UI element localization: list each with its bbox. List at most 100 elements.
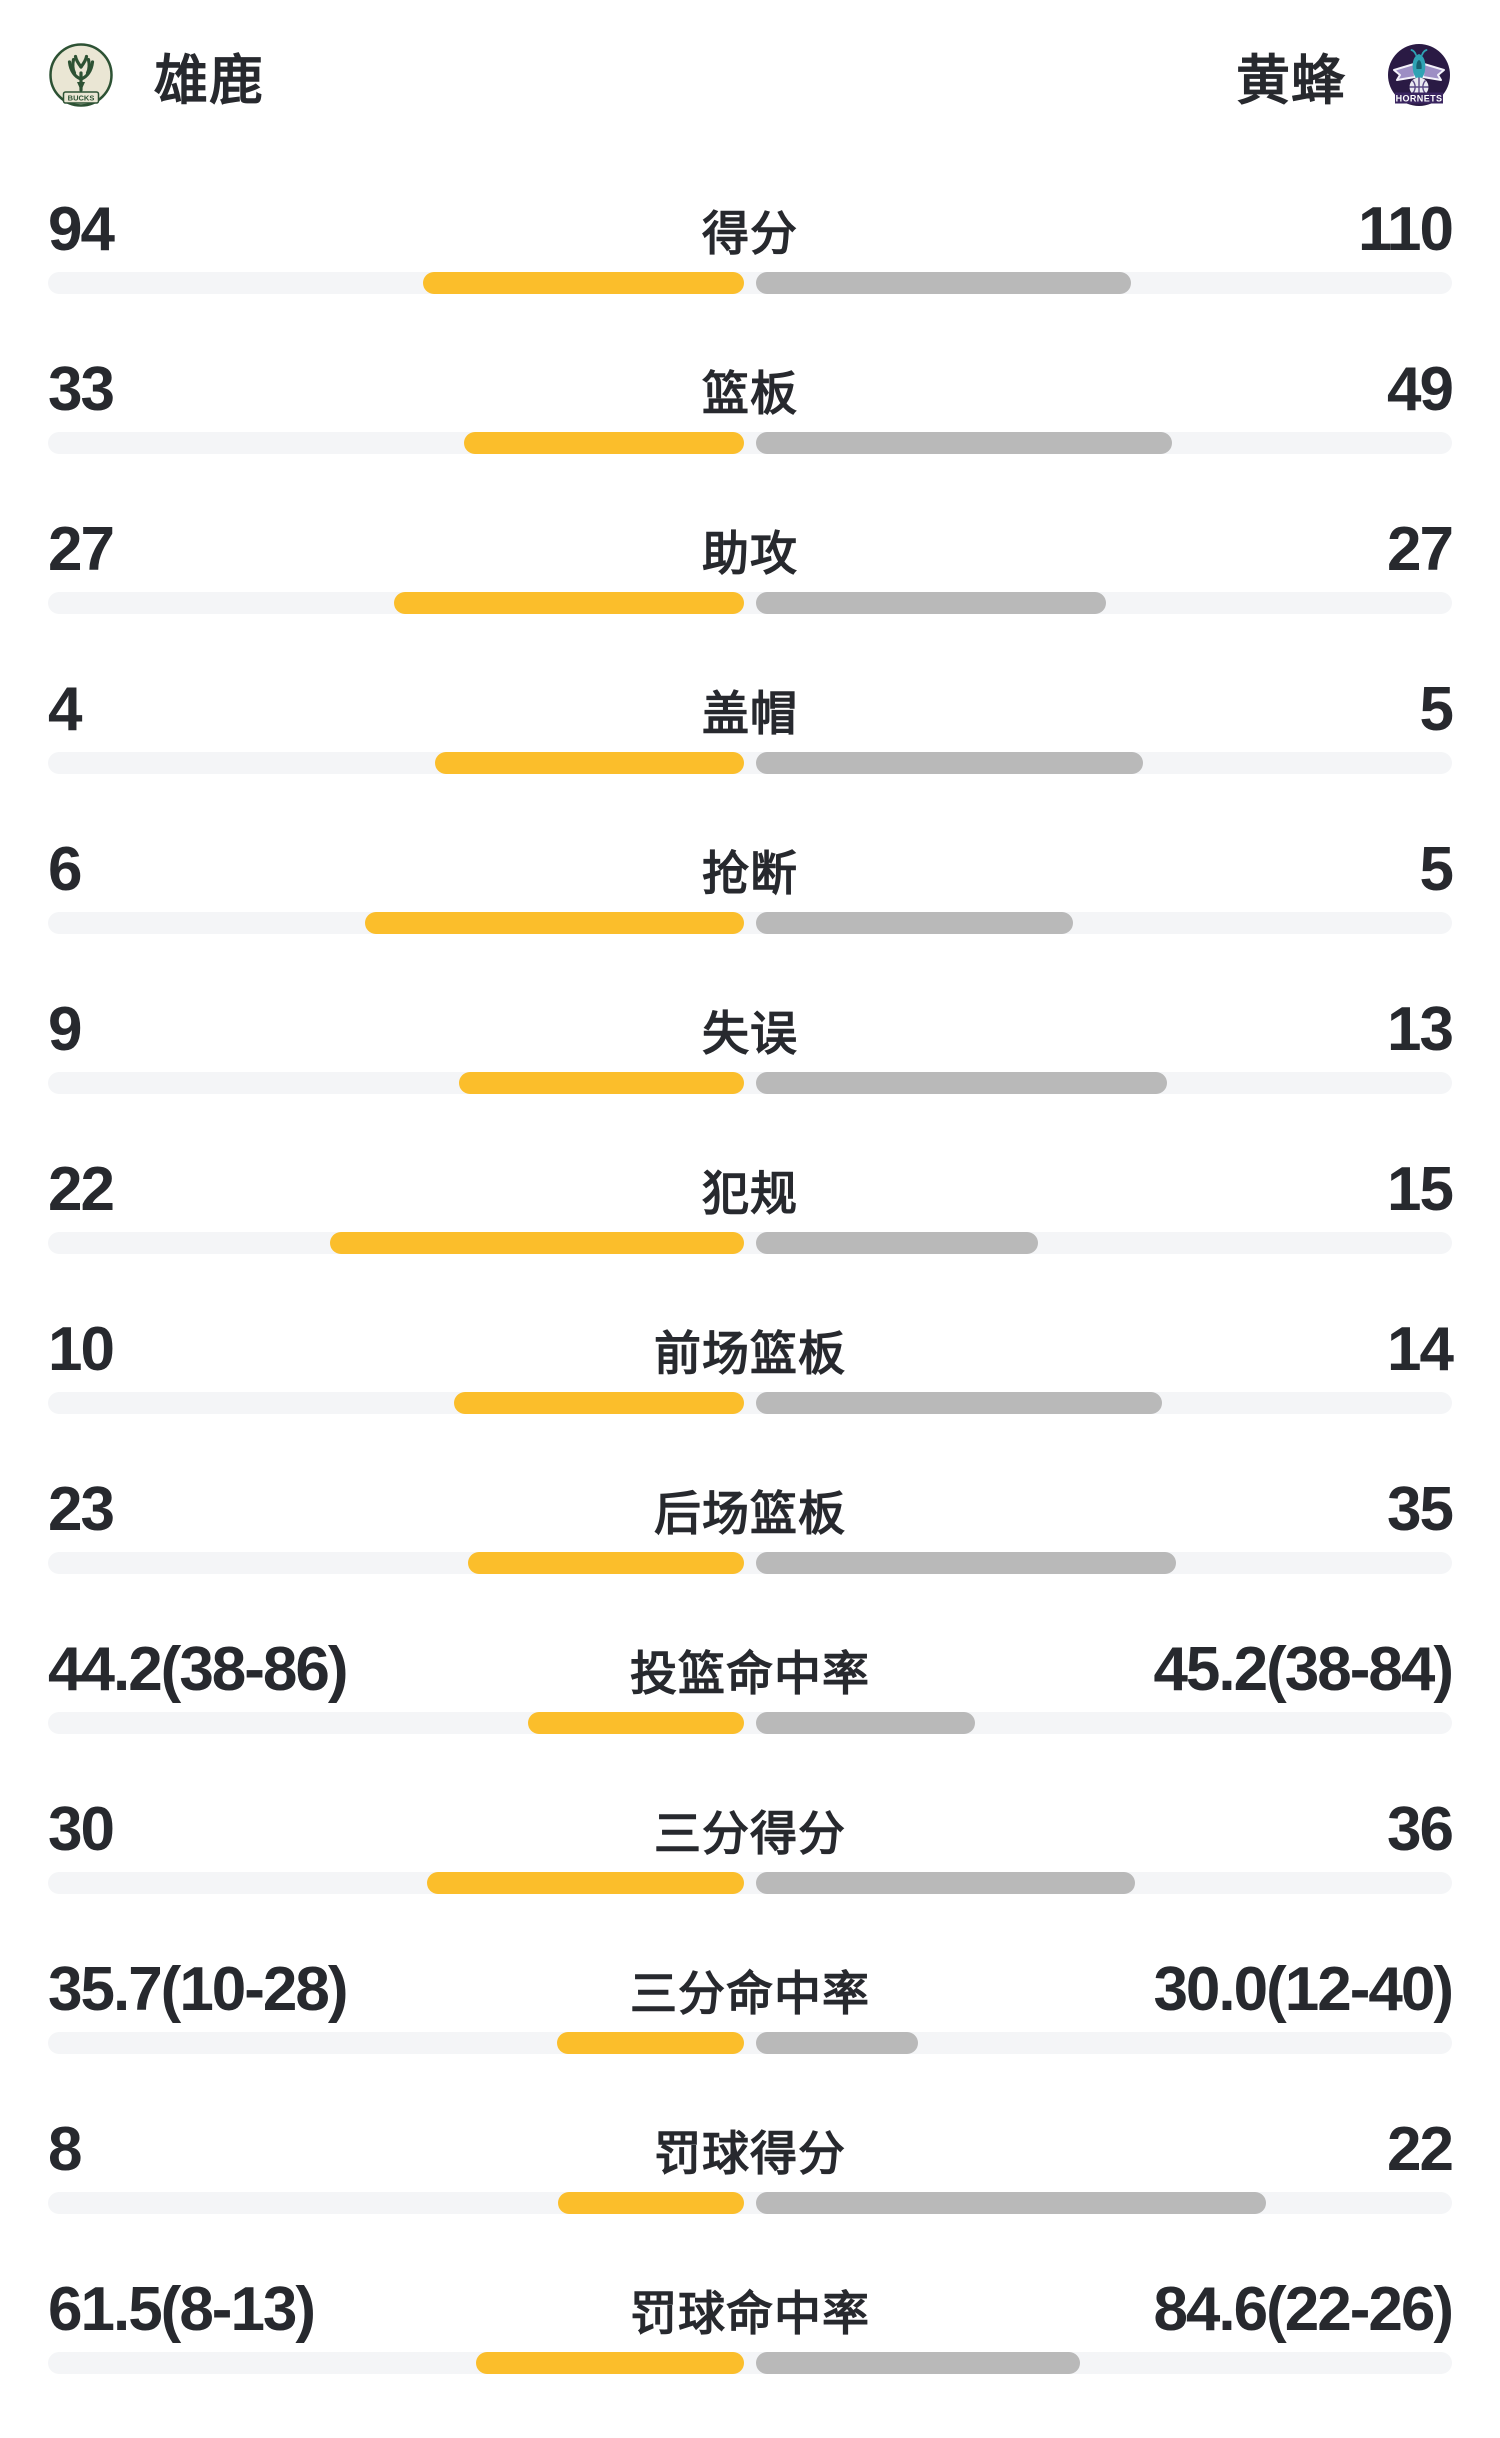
hornets-logo-label: HORNETS	[1396, 93, 1443, 103]
away-stat-bar	[756, 1712, 975, 1734]
home-value: 35.7(10-28)	[48, 1955, 349, 2024]
stat-row: 9 失误 13	[48, 995, 1454, 1158]
stat-label: 失误	[702, 1007, 798, 1060]
away-value: 30.0(12-40)	[1153, 1955, 1454, 2024]
home-value: 61.5(8-13)	[48, 2275, 316, 2344]
away-stat-bar	[756, 1232, 1038, 1254]
away-stat-bar	[756, 1072, 1167, 1094]
stat-bar-track	[48, 1072, 1452, 1094]
home-stat-bar	[435, 752, 744, 774]
home-stat-bar	[330, 1232, 744, 1254]
stat-row: 6 抢断 5	[48, 835, 1454, 998]
home-value: 4	[48, 675, 82, 744]
away-value: 14	[1387, 1315, 1454, 1384]
stat-row: 94 得分 110	[48, 195, 1454, 358]
stat-row: 35.7(10-28) 三分命中率 30.0(12-40)	[48, 1955, 1454, 2118]
stat-label: 篮板	[702, 367, 798, 420]
stat-label: 助攻	[702, 527, 798, 580]
stat-bar-track	[48, 1232, 1452, 1254]
stat-row: 10 前场篮板 14	[48, 1315, 1454, 1478]
home-value: 27	[48, 515, 115, 584]
stat-row: 4 盖帽 5	[48, 675, 1454, 838]
stat-bar-track	[48, 752, 1452, 774]
home-value: 6	[48, 835, 82, 904]
away-value: 13	[1387, 995, 1454, 1064]
stat-label: 后场篮板	[654, 1487, 846, 1540]
stat-bar-track	[48, 912, 1452, 934]
stat-label: 犯规	[702, 1167, 798, 1220]
home-stat-bar	[558, 2192, 744, 2214]
away-stat-bar	[756, 432, 1172, 454]
stat-bar-track	[48, 1712, 1452, 1734]
stat-label: 投篮命中率	[630, 1647, 870, 1700]
bucks-logo-icon: BUCKS	[49, 43, 113, 107]
stat-row: 61.5(8-13) 罚球命中率 84.6(22-26)	[48, 2275, 1454, 2438]
stat-bar-track	[48, 2352, 1452, 2374]
stat-label: 抢断	[702, 847, 798, 900]
home-value: 30	[48, 1795, 115, 1864]
home-team-name: 雄鹿	[154, 50, 264, 111]
away-stat-bar	[756, 752, 1143, 774]
home-value: 22	[48, 1155, 115, 1224]
stat-label: 得分	[702, 207, 798, 260]
home-stat-bar	[454, 1392, 744, 1414]
home-stat-bar	[459, 1072, 744, 1094]
home-value: 33	[48, 355, 115, 424]
stat-bar-track	[48, 1872, 1452, 1894]
away-value: 35	[1387, 1475, 1454, 1544]
stat-label: 前场篮板	[654, 1327, 846, 1380]
away-value: 27	[1387, 515, 1454, 584]
away-value: 49	[1387, 355, 1454, 424]
away-value: 5	[1419, 675, 1454, 744]
stat-bar-track	[48, 432, 1452, 454]
stats-list: 94 得分 110 33 篮板 49 27 助攻 27	[48, 195, 1454, 2438]
stat-label: 罚球命中率	[630, 2287, 870, 2340]
away-value: 84.6(22-26)	[1153, 2275, 1454, 2344]
home-stat-bar	[394, 592, 744, 614]
home-value: 44.2(38-86)	[48, 1635, 349, 1704]
home-stat-bar	[427, 1872, 744, 1894]
hornets-logo-icon: HORNETS	[1388, 44, 1450, 106]
stat-label: 三分命中率	[630, 1967, 870, 2020]
home-value: 94	[48, 195, 115, 264]
home-value: 23	[48, 1475, 115, 1544]
home-stat-bar	[557, 2032, 744, 2054]
stat-bar-track	[48, 1392, 1452, 1414]
stat-row: 30 三分得分 36	[48, 1795, 1454, 1958]
away-value: 22	[1387, 2115, 1454, 2184]
away-team-header: 黄蜂 HORNETS	[1236, 36, 1452, 115]
stat-row: 22 犯规 15	[48, 1155, 1454, 1318]
home-value: 9	[48, 995, 82, 1064]
match-header: BUCKS 雄鹿 黄蜂	[48, 42, 1452, 111]
away-stat-bar	[756, 272, 1131, 294]
stat-row: 23 后场篮板 35	[48, 1475, 1454, 1638]
home-stat-bar	[365, 912, 744, 934]
stat-bar-track	[48, 2032, 1452, 2054]
bucks-logo-label: BUCKS	[68, 94, 95, 103]
home-stat-bar	[468, 1552, 744, 1574]
stat-bar-track	[48, 592, 1452, 614]
home-stat-bar	[476, 2352, 744, 2374]
away-value: 15	[1387, 1155, 1454, 1224]
away-stat-bar	[756, 2352, 1080, 2374]
stat-bar-track	[48, 1552, 1452, 1574]
home-stat-bar	[464, 432, 744, 454]
stat-row: 44.2(38-86) 投篮命中率 45.2(38-84)	[48, 1635, 1454, 1798]
stat-label: 罚球得分	[654, 2127, 846, 2180]
home-stat-bar	[528, 1712, 744, 1734]
away-stat-bar	[756, 1552, 1176, 1574]
stat-row: 8 罚球得分 22	[48, 2115, 1454, 2278]
stat-label: 三分得分	[654, 1807, 846, 1860]
away-stat-bar	[756, 1872, 1135, 1894]
stat-bar-track	[48, 2192, 1452, 2214]
home-value: 8	[48, 2115, 82, 2184]
home-stat-bar	[423, 272, 744, 294]
stat-label: 盖帽	[702, 687, 798, 740]
away-stat-bar	[756, 912, 1073, 934]
stat-row: 27 助攻 27	[48, 515, 1454, 678]
stat-row: 33 篮板 49	[48, 355, 1454, 518]
home-team-header: BUCKS 雄鹿	[48, 36, 264, 115]
away-value: 36	[1387, 1795, 1454, 1864]
home-value: 10	[48, 1315, 115, 1384]
